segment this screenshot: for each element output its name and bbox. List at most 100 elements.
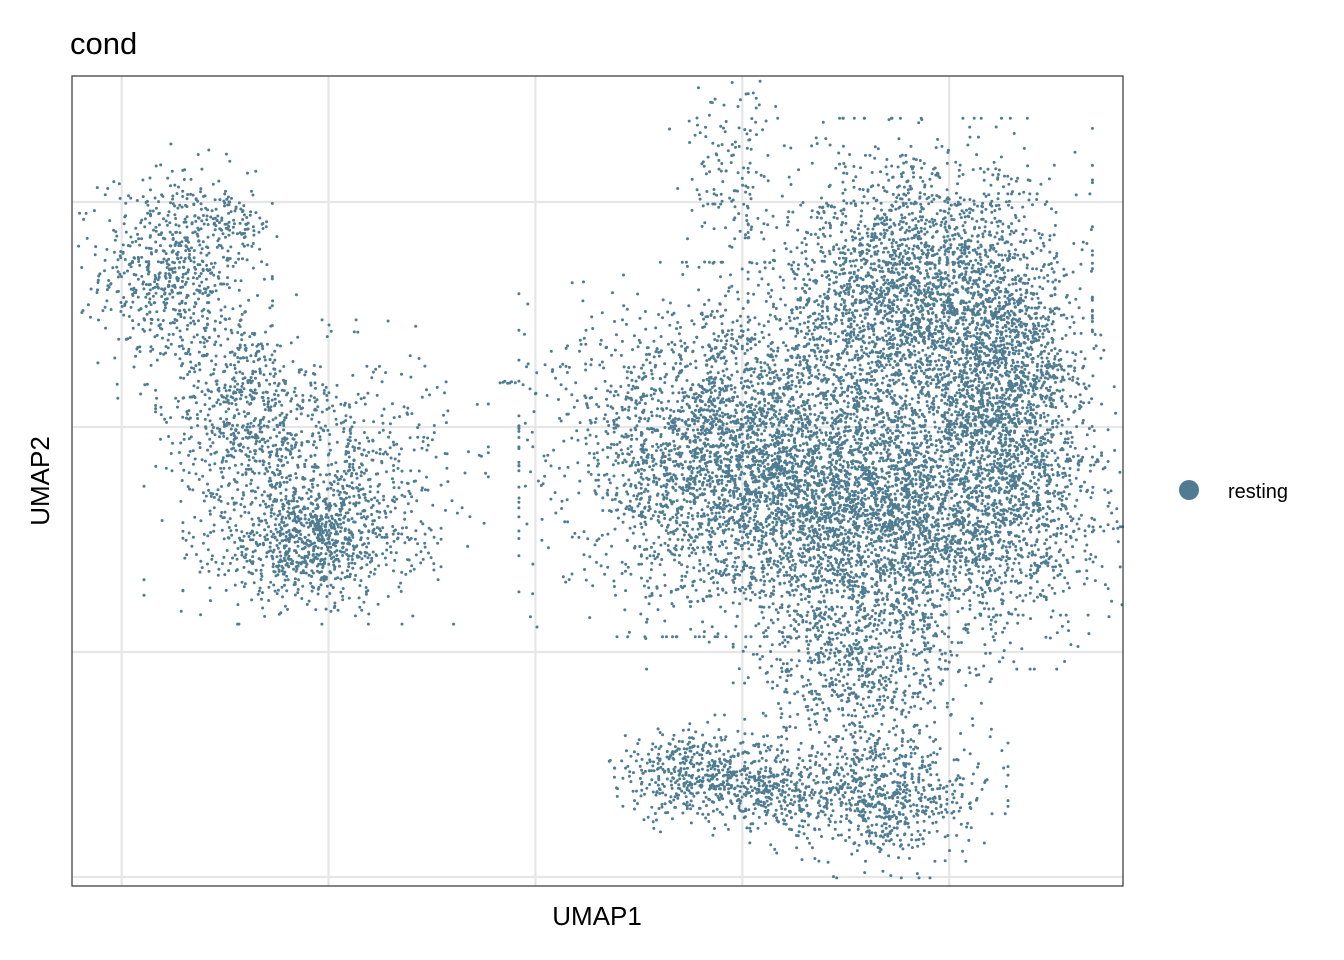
scatter-point xyxy=(183,556,187,560)
scatter-point xyxy=(221,475,225,479)
scatter-point xyxy=(603,413,607,417)
scatter-point xyxy=(303,517,307,521)
scatter-point xyxy=(131,240,134,244)
scatter-point xyxy=(574,381,578,385)
scatter-point xyxy=(147,270,151,274)
scatter-point xyxy=(148,288,152,292)
scatter-point xyxy=(249,571,253,575)
scatter-point xyxy=(214,340,218,344)
scatter-point xyxy=(375,393,379,397)
scatter-point xyxy=(203,337,207,341)
scatter-point xyxy=(654,326,658,330)
scatter-point xyxy=(752,292,756,296)
scatter-point xyxy=(351,566,355,570)
scatter-point xyxy=(254,496,258,500)
scatter-point xyxy=(414,529,418,533)
scatter-point xyxy=(243,428,247,432)
scatter-point xyxy=(257,471,261,475)
scatter-point xyxy=(319,578,323,582)
scatter-point xyxy=(769,295,773,299)
scatter-point xyxy=(194,219,198,223)
scatter-point xyxy=(531,562,535,566)
scatter-point xyxy=(323,500,327,504)
scatter-point xyxy=(364,592,368,596)
scatter-point xyxy=(287,506,291,510)
scatter-point xyxy=(750,476,754,480)
scatter-point xyxy=(587,470,591,474)
scatter-point xyxy=(741,307,745,310)
scatter-point xyxy=(380,380,384,384)
scatter-point xyxy=(297,368,301,372)
scatter-point xyxy=(392,443,396,447)
scatter-point xyxy=(829,588,833,592)
scatter-point xyxy=(460,506,464,510)
scatter-point xyxy=(181,347,185,351)
scatter-point xyxy=(638,341,642,345)
scatter-point xyxy=(360,516,364,520)
scatter-point xyxy=(144,260,148,264)
scatter-point xyxy=(233,553,237,557)
scatter-point xyxy=(186,247,190,251)
scatter-point xyxy=(355,544,359,548)
scatter-point xyxy=(698,487,702,491)
scatter-point xyxy=(180,344,184,348)
scatter-point xyxy=(292,390,296,394)
scatter-point xyxy=(174,352,177,356)
scatter-point xyxy=(277,564,281,568)
scatter-point xyxy=(264,538,268,542)
scatter-point xyxy=(258,421,262,425)
scatter-point xyxy=(239,442,243,446)
scatter-point xyxy=(628,504,632,508)
scatter-point xyxy=(292,490,296,494)
scatter-point xyxy=(762,472,765,476)
scatter-point xyxy=(256,358,260,362)
scatter-point xyxy=(146,203,150,207)
scatter-point xyxy=(336,608,340,612)
scatter-point xyxy=(186,323,190,327)
scatter-point xyxy=(180,338,184,342)
scatter-point xyxy=(636,345,640,349)
scatter-point xyxy=(342,541,345,545)
scatter-point xyxy=(327,406,331,410)
scatter-point xyxy=(767,491,771,495)
scatter-point xyxy=(291,494,295,498)
scatter-point xyxy=(191,231,195,235)
scatter-point xyxy=(275,468,279,472)
scatter-point xyxy=(371,550,375,554)
scatter-point xyxy=(265,342,269,346)
scatter-point xyxy=(755,507,759,511)
scatter-point xyxy=(723,539,727,543)
scatter-point xyxy=(208,512,212,516)
scatter-point xyxy=(621,318,624,322)
scatter-point xyxy=(365,364,369,368)
scatter-point xyxy=(718,437,722,441)
scatter-point xyxy=(595,560,598,564)
scatter-point xyxy=(283,524,287,528)
scatter-point xyxy=(397,486,401,490)
scatter-point xyxy=(206,548,210,552)
scatter-point xyxy=(89,287,93,291)
scatter-point xyxy=(251,193,255,197)
scatter-point xyxy=(328,472,332,476)
scatter-point xyxy=(341,587,345,590)
scatter-point xyxy=(311,443,315,447)
scatter-point xyxy=(96,361,100,365)
scatter-point xyxy=(237,412,241,416)
scatter-point xyxy=(406,535,410,539)
scatter-point xyxy=(367,450,371,454)
scatter-point xyxy=(679,410,683,414)
scatter-point xyxy=(773,399,777,403)
scatter-point xyxy=(694,366,698,370)
scatter-point xyxy=(173,213,177,217)
scatter-point xyxy=(760,610,764,614)
scatter-point xyxy=(343,529,347,533)
scatter-point xyxy=(295,534,298,538)
scatter-point xyxy=(748,499,752,503)
scatter-point xyxy=(330,462,334,466)
scatter-point xyxy=(255,439,258,443)
scatter-point xyxy=(158,352,162,355)
scatter-point xyxy=(159,163,163,167)
scatter-point xyxy=(626,447,630,451)
scatter-point xyxy=(220,528,224,532)
scatter-point xyxy=(624,397,628,401)
